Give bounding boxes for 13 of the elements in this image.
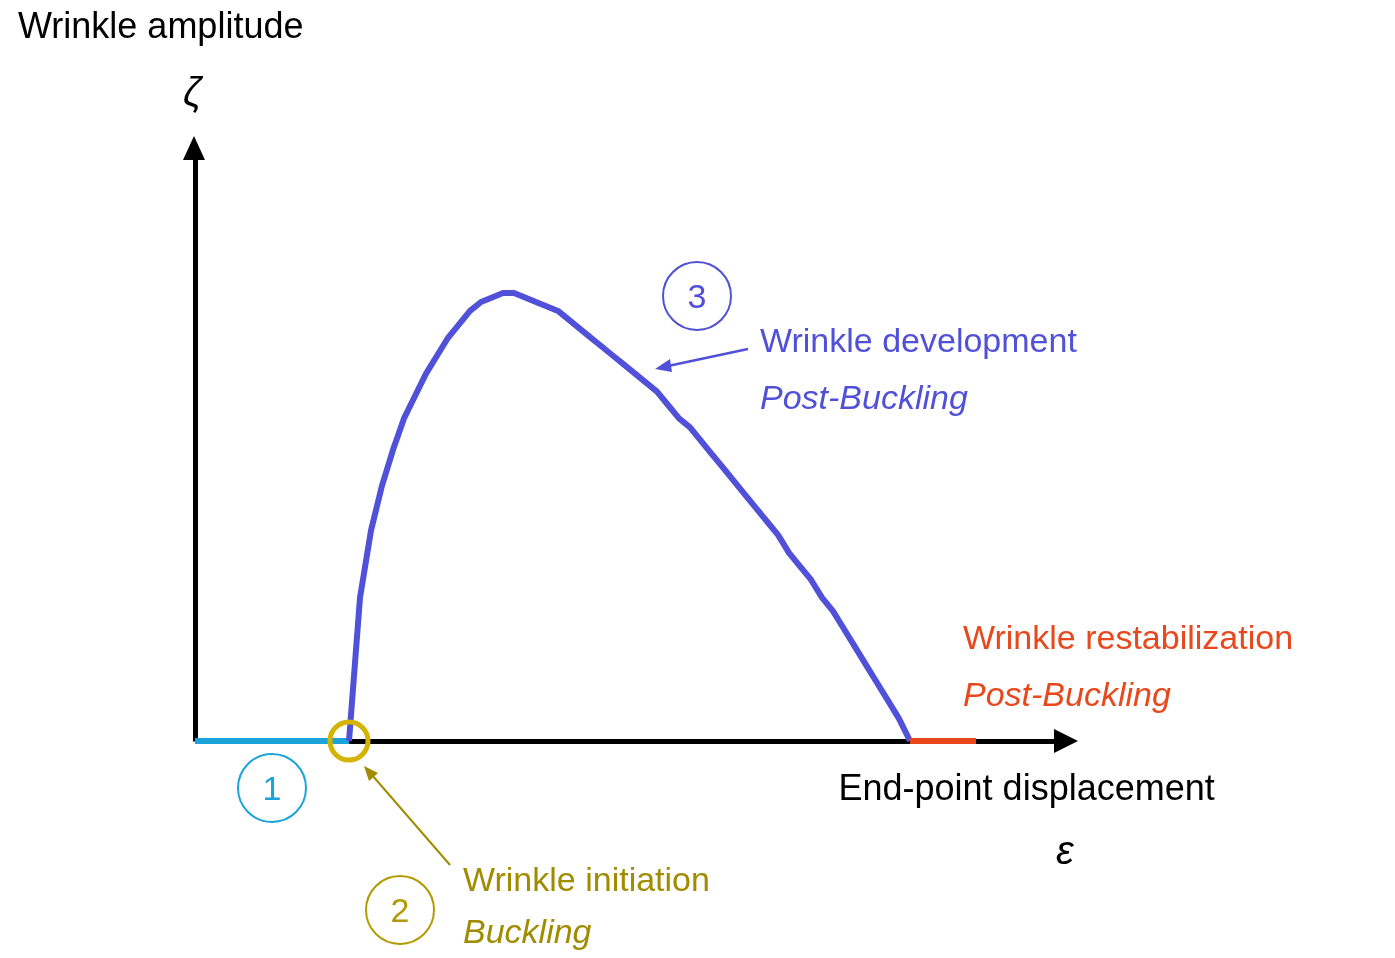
annotation: Wrinkle development <box>760 321 1077 359</box>
text: 1 <box>262 769 282 807</box>
annotation: 3 <box>687 277 707 315</box>
text: ζ <box>183 70 202 114</box>
text: Buckling <box>463 912 592 950</box>
annotation: Wrinkle restabilization <box>963 618 1294 656</box>
x-axis-title: End-point displacement <box>838 766 1215 808</box>
text: Wrinkle amplitude <box>18 5 304 46</box>
text: 2 <box>390 891 410 929</box>
text: Wrinkle initiation <box>463 860 710 898</box>
text: ε <box>1056 828 1074 872</box>
annotation: Post-Buckling <box>963 675 1171 713</box>
annotation: Post-Buckling <box>760 378 968 416</box>
